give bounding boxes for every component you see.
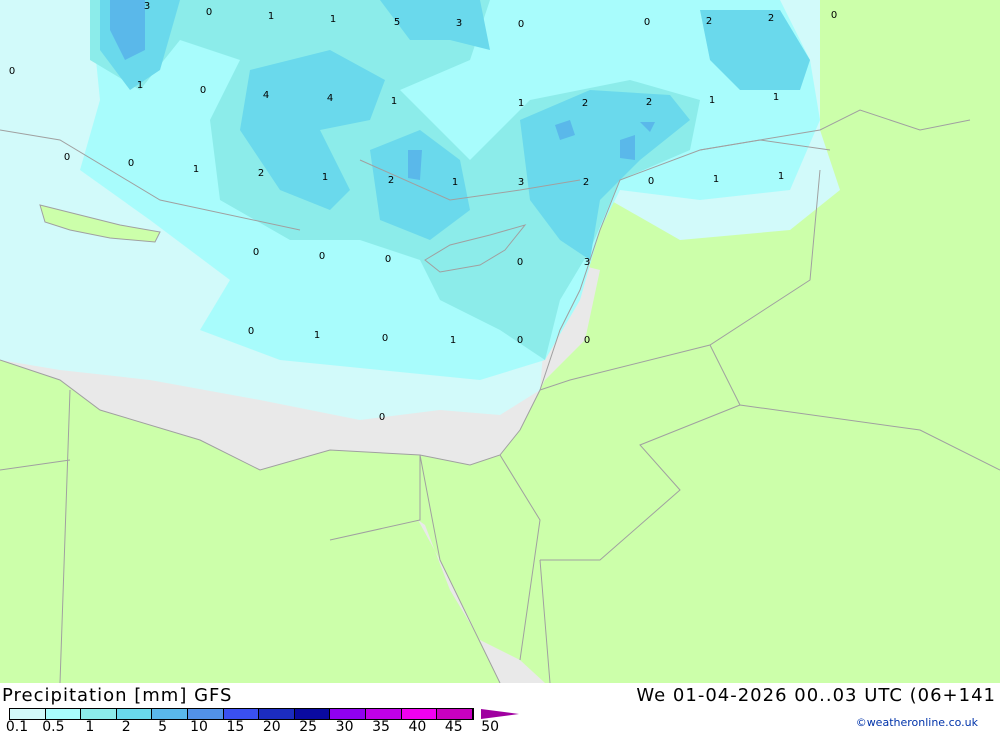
precip-value-label: 0	[253, 247, 259, 258]
precip-value-label: 3	[518, 177, 524, 188]
legend-swatch	[116, 709, 153, 719]
precip-value-label: 0	[206, 7, 212, 18]
precip-2-e	[700, 10, 810, 90]
precip-value-label: 1	[268, 11, 274, 22]
valid-datetime: We 01-04-2026 00..03 UTC (06+141	[636, 685, 996, 706]
precip-value-label: 0	[382, 333, 388, 344]
legend-tick: 30	[335, 719, 354, 733]
precip-2-c	[370, 130, 470, 240]
legend-swatch	[45, 709, 82, 719]
precip-value-label: 2	[388, 175, 394, 186]
precip-value-label: 4	[327, 93, 333, 104]
precip-5-a	[110, 0, 145, 60]
precip-value-label: 0	[9, 66, 15, 77]
precip-value-labels: 3 0 1 1 5 3 0 0 2 2 0 0 1 0 4 4 1 1 2 2 1 1 0 0 1 2 1 2 1 3 2 0 1 1 0 0 0 0 3 0…	[9, 1, 837, 423]
legend-tick: 15	[226, 719, 245, 733]
precip-value-label: 0	[644, 17, 650, 28]
precip-value-label: 2	[646, 97, 652, 108]
precip-value-label: 1	[314, 330, 320, 341]
precip-value-label: 0	[379, 412, 385, 423]
legend-tick: 35	[372, 719, 390, 733]
legend-swatch	[365, 709, 402, 719]
precip-value-label: 0	[584, 335, 590, 346]
precip-value-label: 2	[706, 16, 712, 27]
legend-tick: 5	[158, 719, 168, 733]
cyprus	[424, 224, 527, 273]
legend-swatch	[401, 709, 438, 719]
precip-value-label: 0	[648, 176, 654, 187]
legend-swatch	[152, 709, 188, 719]
legend-swatch	[81, 709, 117, 719]
legend-overflow-arrow	[481, 709, 519, 719]
legend-swatch	[330, 709, 366, 719]
legend-tick: 25	[299, 719, 318, 733]
precip-value-label: 1	[391, 96, 397, 107]
legend-swatch	[437, 709, 473, 719]
map-title: Precipitation [mm] GFS	[2, 685, 233, 706]
precip-value-label: 1	[193, 164, 199, 175]
precip-value-label: 1	[709, 95, 715, 106]
legend-tick: 45	[444, 719, 463, 733]
precip-value-label: 3	[144, 1, 150, 12]
precip-value-label: 0	[385, 254, 391, 265]
legend-tick: 40	[408, 719, 427, 733]
legend-swatch	[223, 709, 260, 719]
precip-2-f	[380, 0, 490, 50]
precip-2-b	[240, 50, 385, 210]
color-legend	[9, 708, 474, 720]
precip-value-label: 1	[713, 174, 719, 185]
precip-value-label: 1	[330, 14, 336, 25]
precip-value-label: 5	[394, 17, 400, 28]
precip-value-label: 3	[456, 18, 462, 29]
precip-value-label: 0	[128, 158, 134, 169]
legend-tick: 2	[121, 719, 131, 733]
legend-swatch	[10, 709, 46, 719]
precip-value-label: 1	[137, 80, 143, 91]
borders	[0, 139, 1000, 683]
precip-value-label: 0	[319, 251, 325, 262]
precip-value-label: 1	[450, 335, 456, 346]
crete	[39, 204, 161, 243]
precipitation-map: 3 0 1 1 5 3 0 0 2 2 0 0 1 0 4 4 1 1 2 2 1 1 0 0 1 2 1 2 1 3 2 0 1 1 0 0 0 0 3 0…	[0, 0, 1000, 683]
legend-tick: 0.5	[42, 719, 65, 733]
precip-value-label: 0	[200, 85, 206, 96]
precip-value-label: 1	[322, 172, 328, 183]
footer: Precipitation [mm] GFS We 01-04-2026 00.…	[0, 683, 1000, 733]
precip-value-label: 2	[583, 177, 589, 188]
precip-value-label: 1	[452, 177, 458, 188]
legend-swatch	[187, 709, 224, 719]
precip-value-label: 3	[584, 257, 590, 268]
precip-value-label: 0	[248, 326, 254, 337]
precip-value-label: 1	[778, 171, 784, 182]
legend-tick: 20	[262, 719, 281, 733]
precip-value-label: 1	[518, 98, 524, 109]
legend-swatch	[259, 709, 295, 719]
legend-tick: 0.1	[5, 719, 29, 733]
credit-link[interactable]: ©weatheronline.co.uk	[855, 716, 978, 729]
precip-value-label: 0	[517, 335, 523, 346]
precip-value-label: 0	[518, 19, 524, 30]
legend-swatch	[294, 709, 331, 719]
precip-value-label: 2	[258, 168, 264, 179]
legend-tick: 1	[85, 719, 95, 733]
legend-tick: 10	[190, 719, 208, 733]
coastline	[0, 109, 971, 683]
precip-value-label: 2	[768, 13, 774, 24]
precip-value-label: 0	[517, 257, 523, 268]
precip-value-label: 2	[582, 98, 588, 109]
legend-ticks: 0.1 0.5 1 2 5 10 15 20 25 30 35 40 45 50	[0, 719, 520, 733]
precip-value-label: 4	[263, 90, 269, 101]
precip-value-label: 0	[64, 152, 70, 163]
legend-tick: 50	[481, 719, 500, 733]
precip-value-label: 1	[773, 92, 779, 103]
precip-value-label: 0	[831, 10, 837, 21]
